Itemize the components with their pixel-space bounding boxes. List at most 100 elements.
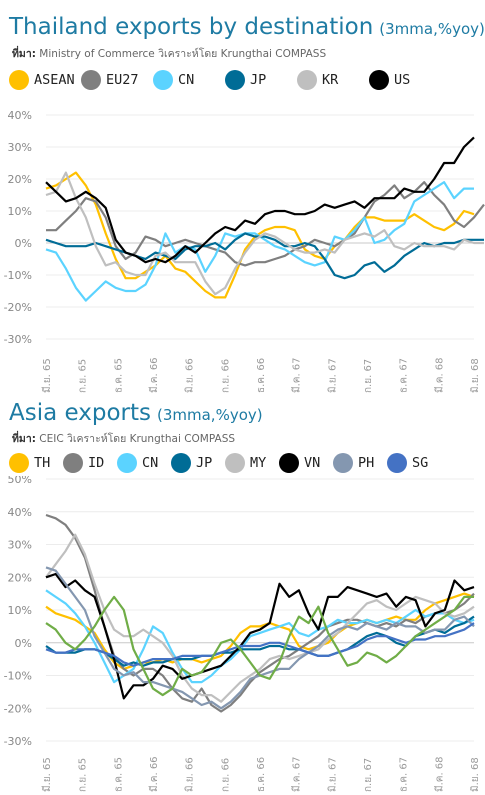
chart2-xtick-label: ธ.ค. 65 xyxy=(113,757,124,792)
legend-label-eu27: EU27 xyxy=(106,72,139,88)
legend-swatch-ph xyxy=(333,453,353,473)
chart1-source-label: ที่มา: xyxy=(12,48,36,60)
legend-label-cn: CN xyxy=(178,72,195,88)
chart1-xtick-label: มี.ย. 65 xyxy=(41,358,53,393)
chart1-xtick-label: มิ.ย. 66 xyxy=(185,358,196,393)
chart2-xtick-label: ธ.ค. 66 xyxy=(256,757,267,792)
chart1-legend: ASEAN EU27 CN JP KR US xyxy=(9,69,481,91)
legend-label-asean: ASEAN xyxy=(34,72,75,88)
legend-swatch-us xyxy=(369,70,389,90)
chart1-source: ที่มา: Ministry of Commerce วิเคราะห์โดย… xyxy=(12,45,326,62)
legend-swatch-vn xyxy=(279,453,299,473)
chart2-xtick-label: มิ.ย. 67 xyxy=(327,757,338,792)
legend-item-eu27: EU27 xyxy=(81,69,139,91)
chart1-ytick-label: 40% xyxy=(8,109,32,122)
chart2-series-line-ph xyxy=(45,566,475,710)
legend-label-th: TH xyxy=(34,455,51,471)
chart1-ytick-label: -10% xyxy=(4,269,32,282)
chart1-xtick-label: ธ.ค. 66 xyxy=(256,358,267,393)
chart1-title: Thailand exports by destination xyxy=(9,14,374,40)
chart1-series-line-us xyxy=(45,136,475,264)
chart1-ytick-label: 0% xyxy=(15,237,32,250)
chart2-source: ที่มา: CEIC วิเคราะห์โดย Krungthai COMPA… xyxy=(12,430,235,447)
chart1-series-line-kr xyxy=(45,171,484,296)
legend-swatch-jp xyxy=(225,70,245,90)
chart1-xtick-label: มิ.ย. 67 xyxy=(327,358,338,393)
chart2-plot: 50% 40% 30% 20% 10% 0% -10% -20% -30% มี.ย. 65 ก.ย… xyxy=(4,476,481,792)
chart2-ytick-label: -10% xyxy=(4,670,32,683)
legend-label-kr: KR xyxy=(322,72,339,88)
chart2-ytick-label: 10% xyxy=(8,604,32,617)
chart2-subtitle: (3mma,%yoy) xyxy=(157,406,263,424)
legend-item-cn: CN xyxy=(153,69,194,91)
legend-label-id: ID xyxy=(88,455,105,471)
legend-swatch-eu27 xyxy=(81,70,101,90)
legend-label-jp: JP xyxy=(250,72,267,88)
legend-swatch-asean xyxy=(9,70,29,90)
chart1-subtitle: (3mma,%yoy) xyxy=(379,20,485,38)
chart2-xtick-label: มี.ค. 68 xyxy=(433,756,445,792)
chart2-xtick-label: ธ.ค. 67 xyxy=(399,757,410,792)
legend-swatch-cn xyxy=(117,453,137,473)
legend-swatch-my xyxy=(225,453,245,473)
legend-item-kr: KR xyxy=(297,69,338,91)
chart1-xtick-label: ก.ย. 67 xyxy=(363,359,374,393)
legend-label-vn: VN xyxy=(304,455,321,471)
chart2-ytick-label: -20% xyxy=(4,702,32,715)
chart1-xtick-label: ก.ย. 66 xyxy=(220,359,231,393)
chart1-series-line-jp xyxy=(45,232,484,280)
chart2-source-label: ที่มา: xyxy=(12,433,36,445)
chart2-series-line-my xyxy=(45,533,475,703)
chart1-plot: 40% 30% 20% 10% 0% -10% -20% -30% มี.ย. 65 ก.ย. 6… xyxy=(4,109,485,393)
chart2-xtick-label: มิ.ย. 68 xyxy=(470,757,481,792)
chart2-series-line-cn xyxy=(45,589,475,684)
legend-item-jp: JP xyxy=(225,69,266,91)
chart2-series-line-green xyxy=(45,595,474,697)
chart1-xtick-label: มี.ค. 66 xyxy=(148,357,160,393)
chart2-xtick-label: ก.ย. 67 xyxy=(363,758,374,792)
legend-swatch-id xyxy=(63,453,83,473)
legend-label-sg: SG xyxy=(412,455,429,471)
chart2-series-line-sg xyxy=(45,622,475,667)
chart1-xtick-label: ธ.ค. 67 xyxy=(399,358,410,393)
chart2-xtick-label: มี.ค. 67 xyxy=(291,756,303,792)
legend-item-asean: ASEAN xyxy=(9,69,75,91)
legend-swatch-th xyxy=(9,453,29,473)
legend-label-ph: PH xyxy=(358,455,375,471)
chart2-ytick-label: 40% xyxy=(8,506,32,519)
legend-item-jp: JP xyxy=(171,452,212,474)
chart2-xtick-label: ก.ย. 66 xyxy=(220,758,231,792)
legend-swatch-sg xyxy=(387,453,407,473)
chart1-ytick-label: 10% xyxy=(8,205,32,218)
legend-item-my: MY xyxy=(225,452,266,474)
legend-label-jp: JP xyxy=(196,455,213,471)
chart2-series-line-vn xyxy=(45,572,475,700)
chart2-series-line-jp xyxy=(45,615,475,667)
legend-label-my: MY xyxy=(250,455,267,471)
chart2-ytick-label: 20% xyxy=(8,571,32,584)
chart2-xtick-label: มิ.ย. 66 xyxy=(185,757,196,792)
chart1-series-line-cn xyxy=(45,181,474,302)
chart2-legend: TH ID CN JP MY VN PH SG xyxy=(9,452,481,474)
chart2-xtick-label: มี.ย. 65 xyxy=(41,757,53,792)
chart2-xtick-label: ก.ย. 65 xyxy=(78,758,89,792)
chart2-ytick-label: 50% xyxy=(8,476,32,486)
legend-label-us: US xyxy=(394,72,411,88)
legend-item-ph: PH xyxy=(333,452,374,474)
chart1-xtick-label: มิ.ย. 68 xyxy=(470,358,481,393)
chart2-ytick-label: 0% xyxy=(15,637,32,650)
legend-item-cn: CN xyxy=(117,452,158,474)
chart2-source-text: CEIC วิเคราะห์โดย Krungthai COMPASS xyxy=(35,433,236,445)
legend-label-cn: CN xyxy=(142,455,159,471)
chart1-title-block: Thailand exports by destination (3mma,%yo… xyxy=(9,14,485,40)
chart1-xtick-label: ธ.ค. 65 xyxy=(113,358,124,393)
chart2-ytick-label: 30% xyxy=(8,539,32,552)
chart1-xtick-label: ก.ย. 65 xyxy=(78,359,89,393)
legend-item-sg: SG xyxy=(387,452,428,474)
chart1-ytick-label: 20% xyxy=(8,173,32,186)
chart2-xtick-label: มี.ค. 66 xyxy=(148,756,160,792)
legend-item-th: TH xyxy=(9,452,50,474)
legend-item-vn: VN xyxy=(279,452,320,474)
chart2-title-block: Asia exports (3mma,%yoy) xyxy=(9,400,263,426)
chart1-xtick-label: มี.ค. 67 xyxy=(291,357,303,393)
